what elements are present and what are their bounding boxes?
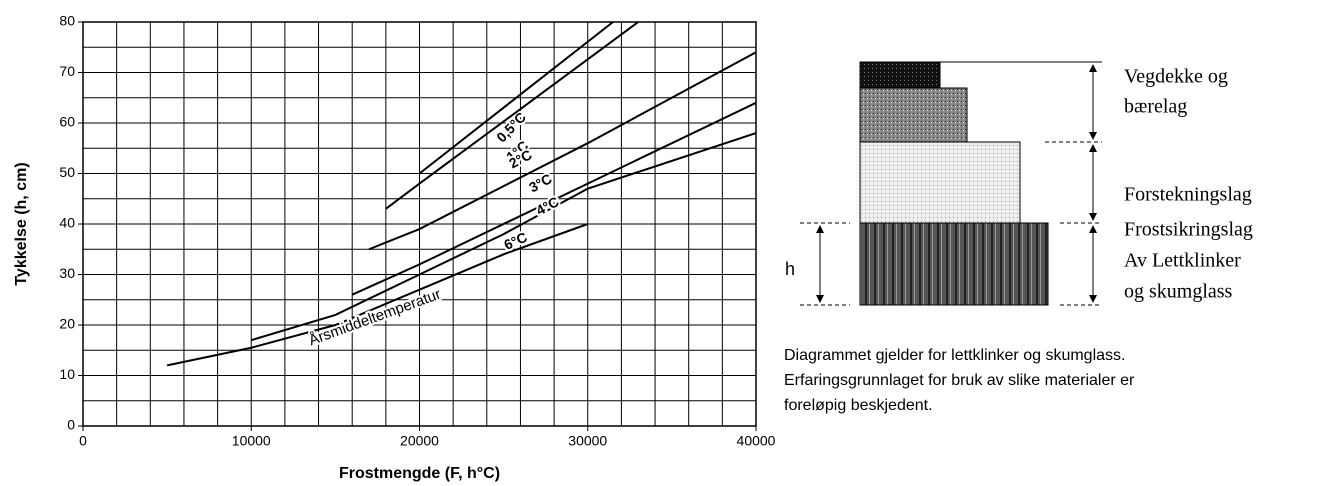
layer-label: Av Lettklinker <box>1124 250 1241 272</box>
caption-line: Diagrammet gjelder for lettklinker og sk… <box>784 347 1125 364</box>
y-tick-label: 30 <box>59 265 75 281</box>
layer-label: Vegdekke og <box>1124 66 1228 88</box>
series-line <box>250 132 757 342</box>
x-tick-label: 0 <box>79 433 87 449</box>
caption-line: Erfaringsgrunnlaget for bruk av slike ma… <box>784 372 1135 389</box>
x-tick-label: 30000 <box>568 433 607 449</box>
y-tick-label: 60 <box>59 114 75 130</box>
x-tick-label: 20000 <box>400 433 439 449</box>
series-label: 4°C <box>533 193 561 218</box>
plot-frame <box>82 21 757 427</box>
layer-block <box>859 141 1021 224</box>
series-line <box>418 21 614 175</box>
y-tick-label: 0 <box>67 417 75 433</box>
x-tick-label: 10000 <box>232 433 271 449</box>
arrowheads <box>816 64 1097 303</box>
y-axis-title: Tykkelse (h, cm) <box>13 162 30 285</box>
series-line <box>368 51 757 251</box>
layer-label: bærelag <box>1124 96 1187 118</box>
dimension-lines <box>800 61 1102 306</box>
layer-label: og skumglass <box>1124 281 1233 303</box>
h-label: h <box>785 259 795 279</box>
series-line <box>385 21 639 210</box>
y-tick-label: 50 <box>59 164 75 180</box>
layer-diagram: h Vegdekke og bærelag Forstekningslag Frost… <box>784 61 1253 414</box>
x-tick-label: 40000 <box>737 433 776 449</box>
y-tick-label: 40 <box>59 215 75 231</box>
y-tick-label: 20 <box>59 316 75 332</box>
series-line <box>166 223 589 367</box>
layer-label: Forstekningslag <box>1124 184 1252 206</box>
layer-block <box>859 61 941 89</box>
caption-line: foreløpig beskjedent. <box>784 397 933 414</box>
series-label: 3°C <box>526 170 554 195</box>
y-tick-label: 10 <box>59 366 75 382</box>
layer-label: Frostsikringslag <box>1124 219 1253 241</box>
y-tick-label: 80 <box>59 13 75 29</box>
series-line <box>351 101 757 296</box>
y-tick-label: 70 <box>59 63 75 79</box>
x-axis-title: Frostmengde (F, h°C) <box>339 465 500 482</box>
layer-block <box>859 222 1049 306</box>
series-label: 0,5°C <box>493 109 529 145</box>
chart: 0 10000 20000 30000 40000 0 10 20 30 40 50 60 70 80 Fr… <box>13 13 775 483</box>
layer-block <box>859 87 968 143</box>
